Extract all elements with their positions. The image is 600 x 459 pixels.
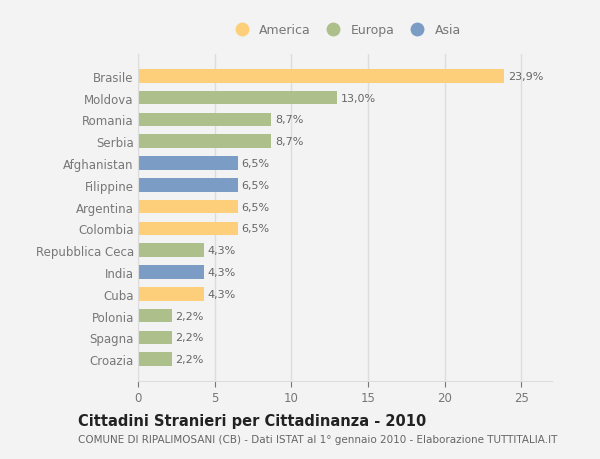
Text: 4,3%: 4,3% [208, 246, 236, 256]
Text: 2,2%: 2,2% [176, 311, 204, 321]
Bar [138, 222, 238, 235]
Bar [138, 113, 271, 127]
Bar [138, 157, 238, 170]
Text: 4,3%: 4,3% [208, 289, 236, 299]
Bar [138, 92, 337, 105]
Text: 6,5%: 6,5% [241, 159, 269, 168]
Text: COMUNE DI RIPALIMOSANI (CB) - Dati ISTAT al 1° gennaio 2010 - Elaborazione TUTTI: COMUNE DI RIPALIMOSANI (CB) - Dati ISTAT… [78, 434, 557, 444]
Text: 6,5%: 6,5% [241, 224, 269, 234]
Bar [138, 309, 172, 323]
Text: 8,7%: 8,7% [275, 115, 304, 125]
Text: 6,5%: 6,5% [241, 180, 269, 190]
Bar [138, 135, 271, 149]
Bar [138, 331, 172, 344]
Bar [138, 266, 204, 279]
Bar [138, 244, 204, 257]
Text: 8,7%: 8,7% [275, 137, 304, 147]
Text: 4,3%: 4,3% [208, 268, 236, 277]
Bar [138, 287, 204, 301]
Bar [138, 201, 238, 214]
Text: 2,2%: 2,2% [176, 354, 204, 364]
Text: 13,0%: 13,0% [341, 93, 376, 103]
Legend: America, Europa, Asia: America, Europa, Asia [229, 24, 461, 37]
Text: 23,9%: 23,9% [508, 72, 544, 82]
Bar [138, 353, 172, 366]
Bar [138, 70, 505, 84]
Text: 6,5%: 6,5% [241, 202, 269, 212]
Bar [138, 179, 238, 192]
Text: 2,2%: 2,2% [176, 333, 204, 343]
Text: Cittadini Stranieri per Cittadinanza - 2010: Cittadini Stranieri per Cittadinanza - 2… [78, 413, 426, 428]
